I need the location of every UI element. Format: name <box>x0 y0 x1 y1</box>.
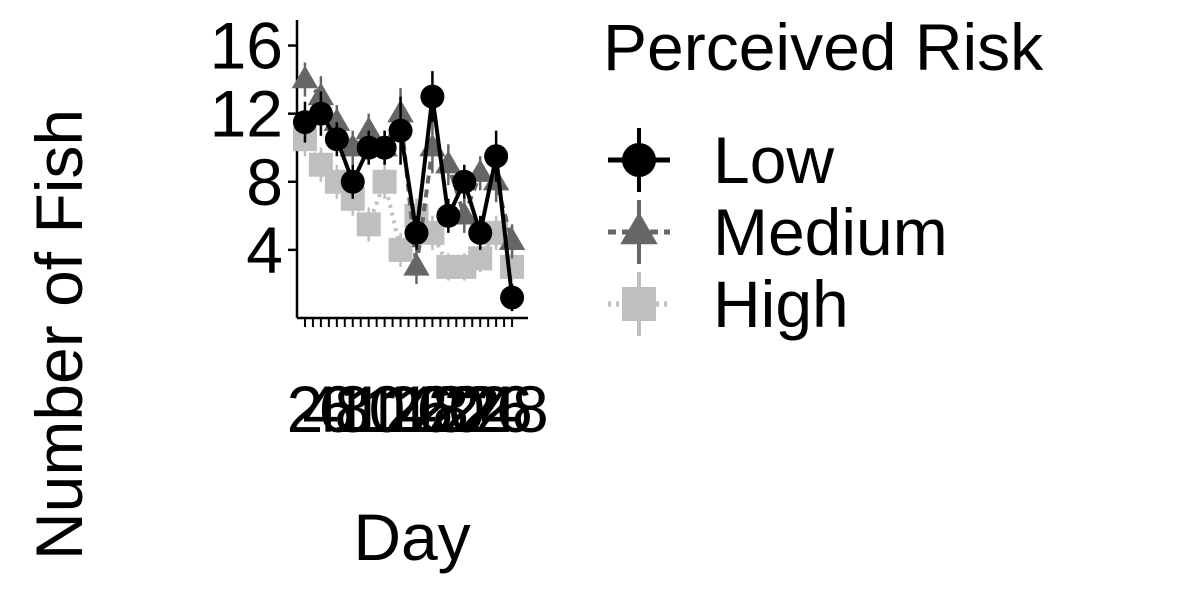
data-point <box>291 65 319 89</box>
x-tick-label: 12 <box>348 372 421 446</box>
data-point <box>388 118 413 143</box>
x-tick-label: 24 <box>443 372 516 446</box>
x-tick-label: 26 <box>459 372 532 446</box>
y-axis-title: Number of Fish <box>22 109 96 560</box>
y-tick-label: 12 <box>210 77 283 151</box>
data-point <box>484 144 509 169</box>
data-point <box>388 237 413 262</box>
legend-label: High <box>713 267 849 341</box>
data-point <box>403 252 430 276</box>
legend-marker <box>622 287 656 321</box>
legend-marker <box>622 143 656 177</box>
x-tick-label: 20 <box>412 372 485 446</box>
data-point <box>404 220 429 245</box>
x-tick-label: 28 <box>475 372 548 446</box>
x-tick-label: 2 <box>287 372 324 446</box>
legend-title: Perceived Risk <box>603 10 1044 84</box>
x-tick-label: 18 <box>396 372 469 446</box>
series-low <box>292 71 525 312</box>
data-point <box>340 169 365 194</box>
x-axis-title: Day <box>353 500 470 574</box>
y-tick-label: 4 <box>246 213 283 287</box>
data-point <box>372 169 397 194</box>
y-tick-label: 8 <box>246 145 283 219</box>
data-point <box>436 203 461 228</box>
x-tick-label: 14 <box>364 372 437 446</box>
data-point <box>372 135 397 160</box>
series-layer <box>291 62 526 312</box>
data-point <box>452 169 477 194</box>
legend-marker <box>620 211 658 245</box>
data-point <box>308 101 333 126</box>
data-point <box>420 84 445 109</box>
y-tick-label: 16 <box>210 9 283 83</box>
data-point <box>324 127 349 152</box>
legend-item-high: High <box>608 267 849 341</box>
legend-label: Low <box>713 123 834 197</box>
data-point <box>500 254 525 279</box>
x-tick-label: 10 <box>332 372 405 446</box>
legend-item-low: Low <box>608 123 834 197</box>
data-point <box>468 246 493 271</box>
data-point <box>356 212 381 237</box>
data-point <box>500 285 525 310</box>
x-tick-label: 4 <box>303 372 340 446</box>
data-point <box>355 116 382 140</box>
data-point <box>468 220 493 245</box>
legend-item-medium: Medium <box>608 195 948 269</box>
x-tick-label: 8 <box>334 372 371 446</box>
x-tick-label: 22 <box>428 372 501 446</box>
legend-label: Medium <box>713 195 948 269</box>
x-tick-label: 6 <box>318 372 355 446</box>
x-tick-label: 16 <box>380 372 453 446</box>
